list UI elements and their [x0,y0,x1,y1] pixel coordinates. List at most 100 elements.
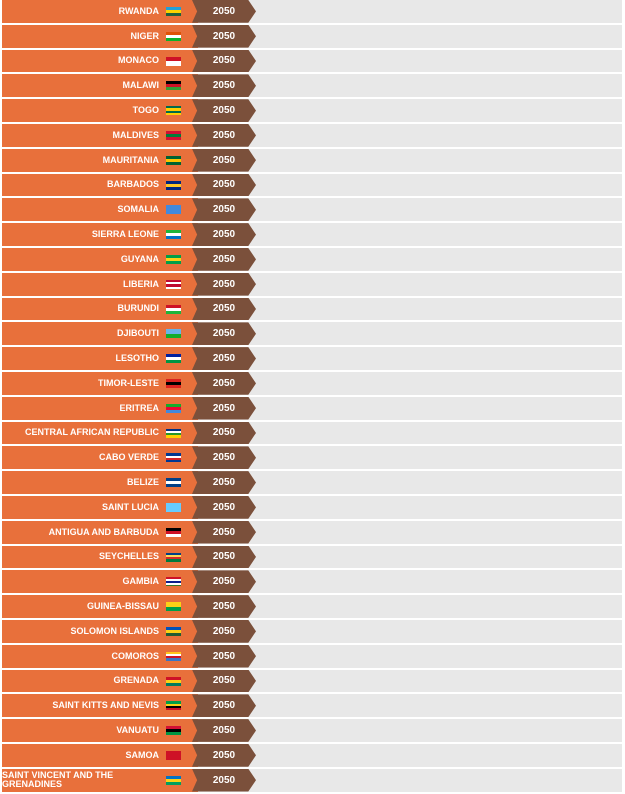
name-band [2,0,198,23]
year: 2050 [192,743,256,767]
year: 2050 [192,545,256,569]
year: 2050 [192,24,256,48]
name-band [2,396,198,420]
flag [166,403,181,413]
flag [166,577,181,587]
year: 2050 [192,595,256,618]
country-name: TIMOR-LESTE [98,377,159,388]
row: TOGO 2050 [2,99,622,122]
name-band [2,223,198,246]
country-name: MALAWI [122,80,160,91]
row: TIMOR-LESTE 2050 [2,371,622,395]
flag [166,304,181,314]
flag [166,478,181,488]
country-name: GUYANA [120,253,159,264]
year: 2050 [192,371,256,395]
row: GUINEA-BISSAU 2050 [2,595,622,618]
flag [166,279,181,289]
name-band [2,743,198,767]
year: 2050 [192,74,256,98]
row: GRENADA 2050 [2,669,622,693]
country-name: DJIBOUTI [116,328,159,339]
flag [166,329,181,339]
row: LIBERIA 2050 [2,272,622,296]
country-name: SAMOA [125,749,160,760]
flag [166,453,181,463]
year: 2050 [192,347,256,370]
year: 2050 [192,446,256,470]
row: MONACO 2050 [2,49,622,73]
country-name: TOGO [132,105,159,116]
name-band [2,421,198,445]
flag [166,155,181,165]
country-name: SOMALIA [117,204,160,215]
year: 2050 [192,619,256,643]
year: 2050 [192,49,256,73]
flag [166,56,181,66]
name-band [2,520,198,544]
name-band [2,471,198,494]
name-band [2,446,198,470]
country-name: ANTIGUA AND BARBUDA [48,526,159,537]
year: 2050 [192,123,256,147]
name-band [2,719,198,742]
flag [166,552,181,562]
row: DJIBOUTI 2050 [2,322,622,346]
name-band [2,123,198,147]
year: 2050 [192,223,256,246]
country-name: BURUNDI [117,303,160,314]
name-band [2,24,198,48]
row: MALDIVES 2050 [2,123,622,147]
country-name: RWANDA [118,5,159,16]
row: MAURITANIA 2050 [2,148,622,172]
flag [166,775,181,785]
country-name: MALDIVES [112,129,159,140]
name-band [2,74,198,98]
flag [166,205,181,215]
row: BURUNDI 2050 [2,297,622,321]
country-name: MONACO [118,55,159,66]
year: 2050 [192,520,256,544]
name-band [2,247,198,271]
row: SIERRA LEONE 2050 [2,223,622,246]
flag [166,726,181,736]
row: SEYCHELLES 2050 [2,545,622,569]
row: BELIZE 2050 [2,471,622,494]
year: 2050 [192,644,256,668]
row: MALAWI 2050 [2,74,622,98]
country-name: VANUATU [116,725,159,735]
flag [166,106,181,116]
flag [166,602,181,612]
country-name: SEYCHELLES [98,551,159,562]
name-band [2,644,198,668]
country-name: SAINT VINCENT AND THE GRENADINES [2,770,114,790]
name-band [2,669,198,693]
name-band [2,173,198,197]
flag [166,7,181,16]
row: CABO VERDE 2050 [2,446,622,470]
year: 2050 [192,669,256,693]
year: 2050 [192,247,256,271]
name-band [2,371,198,395]
country-name: CABO VERDE [98,452,159,463]
flag [166,254,181,264]
row: GUYANA 2050 [2,247,622,271]
row: GAMBIA 2050 [2,570,622,594]
name-band [2,198,198,222]
row: CENTRAL AFRICAN REPUBLIC 2050 [2,421,622,445]
country-name: LIBERIA [123,278,159,289]
row: VANUATU 2050 [2,719,622,742]
country-name: ERITREA [119,402,159,413]
year: 2050 [192,198,256,222]
name-band [2,297,198,321]
row: SAMOA 2050 [2,743,622,767]
row: SAINT VINCENT AND THE GRENADINES 2050 [2,768,622,792]
name-band [2,694,198,718]
row: SOLOMON ISLANDS 2050 [2,619,622,643]
year: 2050 [192,0,256,23]
flag [166,81,181,91]
name-band [2,495,198,519]
year: 2050 [192,173,256,197]
name-band [2,545,198,569]
